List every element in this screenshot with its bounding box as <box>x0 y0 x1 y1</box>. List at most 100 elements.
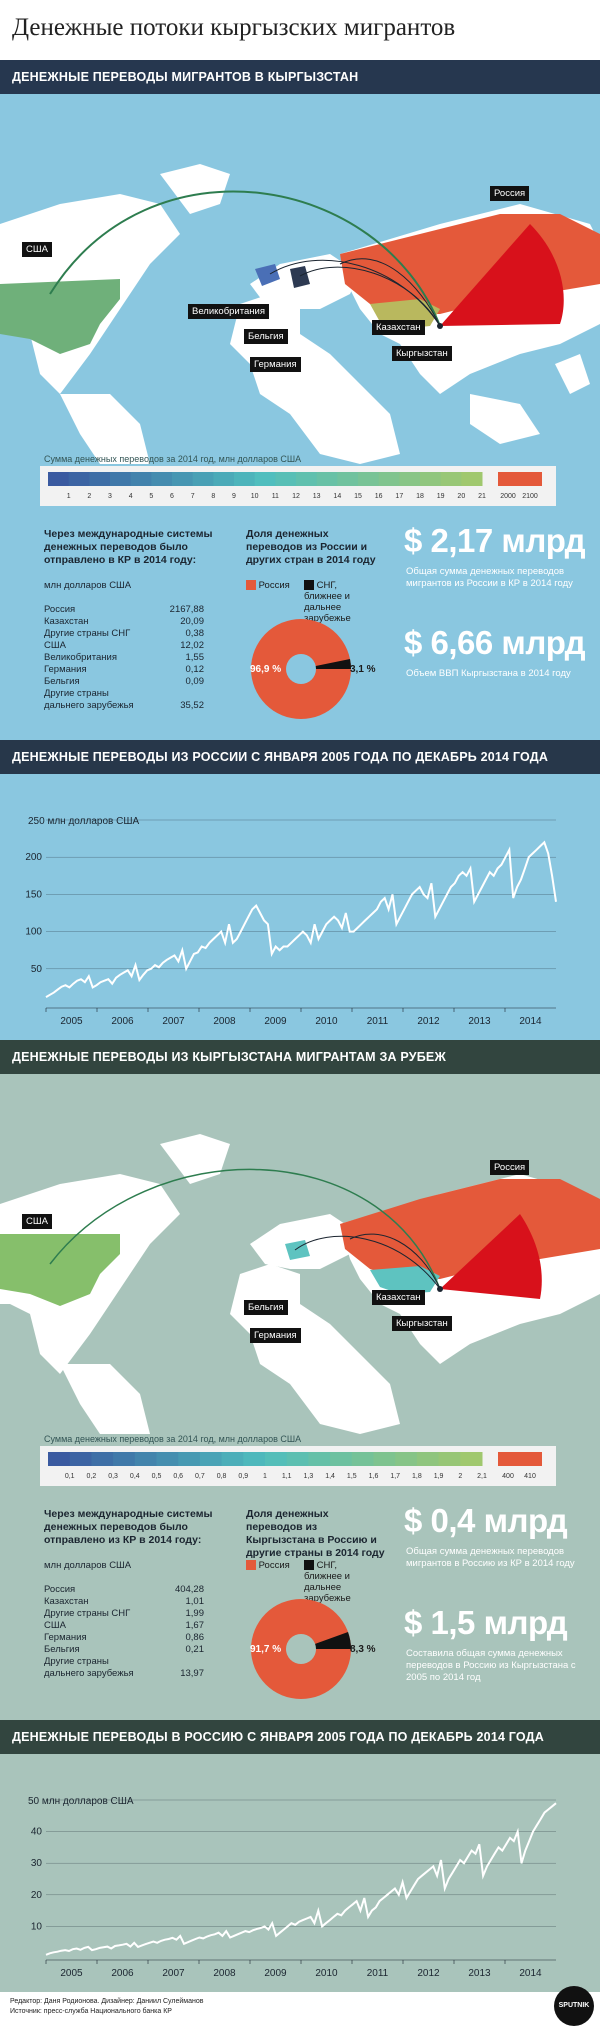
legend-swatch-other <box>304 1560 314 1571</box>
scale-tick-label: 410 <box>524 1473 536 1480</box>
x-tick-label: 2007 <box>162 1016 185 1027</box>
scale-swatch <box>134 1452 157 1466</box>
y-axis-label: 50 млн долларов США <box>28 1796 134 1807</box>
scale-tick-label: 1,1 <box>282 1473 292 1480</box>
scale-tick-label: 2000 <box>500 493 516 500</box>
scale-swatch <box>110 472 132 486</box>
color-scale-1: 1 2 3 4 5 6 7 8 9 10 11 12 13 14 15 16 17 18 19 20 21 2000 210… <box>40 466 556 506</box>
big-caption-1: Общая сумма денежных переводов мигрантов… <box>406 1546 575 1569</box>
label-russia: Россия <box>490 1160 530 1175</box>
line-chart-1: 250 млн долларов США 50 100 150 200 2005 2006 2… <box>25 816 557 1027</box>
pie-title: Доля денежных переводов из Кыргызстана в… <box>246 1508 385 1559</box>
table-row: Россия 2167,88 <box>44 604 204 616</box>
table-cell-country: Казахстан <box>44 616 89 627</box>
scale-swatch <box>351 1452 374 1466</box>
scale-tick-label: 1,3 <box>304 1473 314 1480</box>
scale-tick-label: 7 <box>191 493 195 500</box>
kyrgyzstan-dot <box>437 323 443 329</box>
scale-bar: 1 2 3 4 5 6 7 8 9 10 11 12 13 14 15 16 17 18 19 20 21 2000 210… <box>48 472 542 500</box>
table-cell-country: Другие страны СНГ <box>44 628 131 639</box>
arc-germany <box>294 1235 441 1290</box>
scale-swatch <box>113 1452 136 1466</box>
scale-tick-label: 13 <box>313 493 321 500</box>
scale-bar: 0,1 0,2 0,3 0,4 0,5 0,6 0,7 0,8 0,9 1 1,1 1,3 1,4 1,5… <box>48 1452 542 1480</box>
scale-tick-label: 16 <box>375 493 383 500</box>
table-cell-value: 0,38 <box>185 628 205 639</box>
section-title-russia-chart: ДЕНЕЖНЫЕ ПЕРЕВОДЫ ИЗ РОССИИ С ЯНВАРЯ 200… <box>0 740 600 774</box>
scale-swatch-russia <box>498 472 542 486</box>
scale-tick-label: 2,1 <box>477 1473 487 1480</box>
panel-chart-2: 50 млн долларов США 10 20 30 40 2005 2006 2007 2… <box>0 1754 600 1992</box>
table-cell-value: 0,86 <box>185 1632 205 1643</box>
scale-swatch <box>130 472 152 486</box>
unit-label: млн долларов США <box>44 1560 132 1571</box>
arc-usa <box>49 1168 441 1290</box>
scale-tick-label: 0,8 <box>217 1473 227 1480</box>
scale-swatch <box>399 472 421 486</box>
table-cell-country: Бельгия <box>44 676 80 687</box>
arc-uk <box>269 259 441 327</box>
scale-tick-label: 2 <box>87 493 91 500</box>
table-cell-value: 404,28 <box>174 1584 204 1595</box>
scale-tick-label: 0,3 <box>108 1473 118 1480</box>
pie-title: Доля денежных переводов из России и друг… <box>246 528 376 566</box>
label-usa: США <box>22 1214 52 1229</box>
x-tick-label: 2013 <box>468 1968 491 1979</box>
table-row: Другие страны <box>44 1656 204 1668</box>
table-row: Германия 0,86 <box>44 1632 204 1644</box>
table-cell-value: 0,21 <box>185 1644 205 1655</box>
series-line <box>45 1802 557 1956</box>
scale-tick-label: 18 <box>416 493 424 500</box>
legend-caption: Сумма денежных переводов за 2014 год, мл… <box>44 1434 302 1444</box>
table-cell-value: 1,01 <box>185 1596 205 1607</box>
table-title: Через международные системы денежных пер… <box>44 528 213 566</box>
scale-tick-label: 1,4 <box>325 1473 335 1480</box>
section-title-outflows: ДЕНЕЖНЫЕ ПЕРЕВОДЫ ИЗ КЫРГЫЗСТАНА МИГРАНТ… <box>0 1040 600 1074</box>
scale-swatch <box>221 1452 244 1466</box>
scale-tick-label: 12 <box>292 493 300 500</box>
sputnik-logo: SPUTNIK <box>554 1986 594 2026</box>
x-tick-label: 2005 <box>60 1016 83 1027</box>
x-tick-label: 2012 <box>417 1016 440 1027</box>
x-tick-label: 2008 <box>213 1968 236 1979</box>
y-tick-label: 30 <box>31 1858 43 1869</box>
scale-swatch <box>395 1452 418 1466</box>
scale-tick-label: 0,4 <box>130 1473 140 1480</box>
pct-russia: 96,9 % <box>250 664 282 675</box>
scale-tick-label: 20 <box>457 493 465 500</box>
big-caption-2: Объем ВВП Кыргызстана в 2014 году <box>406 668 571 679</box>
x-tick-label: 2011 <box>367 1016 389 1027</box>
table-cell-value: 35,52 <box>180 700 204 711</box>
usa-region <box>0 279 120 354</box>
transfer-table: Россия 2167,88 Казахстан 20,09 Другие страны… <box>44 604 204 712</box>
table-row: Казахстан 1,01 <box>44 1596 204 1608</box>
table-cell-value: 20,09 <box>180 616 204 627</box>
table-cell-value: 1,55 <box>185 652 205 663</box>
label-belgium: Бельгия <box>244 1300 288 1315</box>
scale-swatch <box>91 1452 114 1466</box>
scale-tick-label: 400 <box>502 1473 514 1480</box>
table-cell-country: дальнего зарубежья <box>44 700 134 711</box>
kyrgyzstan-dot <box>437 1286 443 1292</box>
table-cell-country: США <box>44 640 66 651</box>
scale-swatch <box>254 472 276 486</box>
legend-swatch-other <box>304 580 314 591</box>
label-uk: Великобритания <box>188 304 269 319</box>
scale-tick-label: 9 <box>232 493 236 500</box>
scale-tick-label: 1,8 <box>412 1473 422 1480</box>
big-number-1: $ 2,17 млрд <box>404 522 586 559</box>
scale-tick-label: 1 <box>263 1473 267 1480</box>
table-row: дальнего зарубежья 13,97 <box>44 1668 204 1680</box>
section-title-inflows: ДЕНЕЖНЫЕ ПЕРЕВОДЫ МИГРАНТОВ В КЫРГЫЗСТАН <box>0 60 600 94</box>
color-scale-2: 0,1 0,2 0,3 0,4 0,5 0,6 0,7 0,8 0,9 1 1,1 1,3 1,4 1,5… <box>40 1446 556 1486</box>
y-tick-label: 200 <box>25 852 42 863</box>
arc-russia <box>349 1233 441 1290</box>
y-tick-label: 150 <box>25 889 42 900</box>
table-row: США 1,67 <box>44 1620 204 1632</box>
page-title: Денежные потоки кыргызских мигрантов <box>12 14 456 41</box>
legend-russia: Россия <box>258 1560 290 1571</box>
usa-region <box>0 1234 120 1306</box>
scale-swatch <box>337 472 359 486</box>
scale-tick-label: 21 <box>478 493 486 500</box>
legend-other: СНГ, ближнее и дальнее зарубежье <box>304 1560 351 1604</box>
